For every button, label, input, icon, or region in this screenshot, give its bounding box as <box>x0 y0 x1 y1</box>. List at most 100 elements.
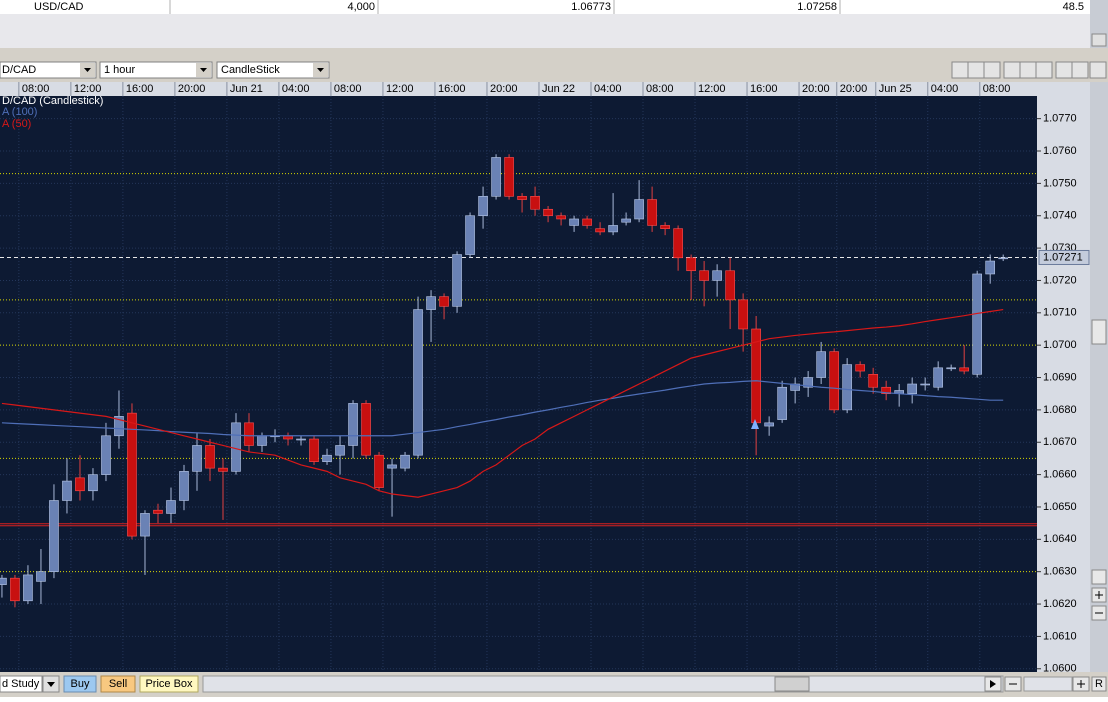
style-select[interactable] <box>216 61 330 79</box>
candle-body <box>491 157 501 197</box>
x-tick-label: 04:00 <box>594 83 622 95</box>
x-tick-label: 04:00 <box>931 83 959 95</box>
candle-body <box>647 199 657 226</box>
y-tick-label: 1.0610 <box>1043 630 1077 642</box>
tool-button[interactable] <box>1055 61 1073 79</box>
y-tick-label: 1.0670 <box>1043 436 1077 448</box>
candle-body <box>816 351 826 378</box>
candle-body <box>907 383 917 395</box>
dropdown-arrow <box>317 68 324 72</box>
candle-body <box>374 454 384 488</box>
right-scrollbar[interactable] <box>1090 82 1108 672</box>
ticker-symbol: USD/CAD <box>34 1 84 13</box>
x-tick-label: 08:00 <box>646 83 674 95</box>
tool-button[interactable] <box>967 61 985 79</box>
candle-body <box>868 373 878 388</box>
candle-body <box>361 403 371 456</box>
legend-entry: D/CAD (Candlestick) <box>2 95 103 107</box>
x-tick-label: 08:00 <box>22 83 50 95</box>
tool-buttons <box>951 61 1107 79</box>
study-button[interactable] <box>0 675 43 693</box>
candle-body <box>179 471 189 501</box>
candle-body <box>634 199 644 220</box>
symbol-select[interactable] <box>0 61 97 79</box>
ticker-amount: 4,000 <box>347 1 375 13</box>
price-box-button[interactable] <box>139 675 199 693</box>
candle-body <box>231 422 241 472</box>
h-scrollbar[interactable] <box>202 675 1004 693</box>
x-tick-label: 12:00 <box>386 83 414 95</box>
ticker-ask: 1.07258 <box>797 1 837 13</box>
x-tick-label: 16:00 <box>750 83 778 95</box>
candle-body <box>348 403 358 446</box>
candle-body <box>543 208 553 217</box>
candle-body <box>699 270 709 281</box>
candle-body <box>23 574 33 602</box>
candle-body <box>946 367 956 370</box>
scroll-button[interactable] <box>1091 33 1107 47</box>
candle-body <box>244 422 254 446</box>
scroll-thumb[interactable] <box>1091 319 1107 345</box>
tool-button[interactable] <box>1035 61 1053 79</box>
candle-body <box>101 435 111 475</box>
candle-body <box>75 477 85 492</box>
reset-label: R <box>1095 678 1103 690</box>
candle-body <box>10 577 20 602</box>
x-tick-label: 20:00 <box>802 83 830 95</box>
tool-button[interactable] <box>951 61 969 79</box>
interval-select[interactable] <box>99 61 213 79</box>
candle-body <box>712 270 722 281</box>
candle-body <box>582 218 592 226</box>
ticker-panel <box>0 14 1090 48</box>
candle-body <box>920 383 930 386</box>
candle-body <box>322 454 332 462</box>
tool-button[interactable] <box>983 61 1001 79</box>
tool-button[interactable] <box>1071 61 1089 79</box>
x-tick-label: 08:00 <box>983 83 1011 95</box>
scroll-down[interactable] <box>1091 569 1107 585</box>
x-tick-label: 12:00 <box>74 83 102 95</box>
candle-body <box>296 438 306 441</box>
style-value: CandleStick <box>221 64 280 76</box>
tool-button[interactable] <box>1019 61 1037 79</box>
ticker-row[interactable] <box>0 0 1090 14</box>
ticker-spread: 48.5 <box>1063 1 1084 13</box>
symbol-value: D/CAD <box>2 64 36 76</box>
candle-body <box>855 364 865 372</box>
candle-body <box>88 474 98 492</box>
tool-button[interactable] <box>1089 61 1107 79</box>
tool-button[interactable] <box>1003 61 1021 79</box>
x-tick-label: 12:00 <box>698 83 726 95</box>
candle-body <box>608 225 618 233</box>
zoom-track[interactable] <box>1023 676 1073 692</box>
x-tick-label: 20:00 <box>490 83 518 95</box>
candle-body <box>426 296 436 310</box>
plot-area <box>0 96 1037 672</box>
candle-body <box>998 257 1008 260</box>
candle-body <box>36 571 46 582</box>
candle-body <box>777 386 787 420</box>
plus-icon <box>1095 591 1103 599</box>
buy-button[interactable] <box>63 675 97 693</box>
candle-body <box>803 377 813 388</box>
candle-body <box>439 296 449 307</box>
candle-body <box>569 218 579 226</box>
signal-marker <box>751 419 759 429</box>
price-axis <box>1037 82 1090 672</box>
candle-body <box>790 383 800 391</box>
sell-button[interactable] <box>100 675 136 693</box>
reset-button[interactable] <box>1091 676 1107 692</box>
candle-body <box>738 299 748 330</box>
candle-body <box>725 270 735 301</box>
y-tick-label: 1.0640 <box>1043 533 1077 545</box>
candle-body <box>881 386 891 395</box>
candle-body <box>985 260 995 275</box>
candle-body <box>504 157 514 197</box>
h-scroll-thumb[interactable] <box>774 676 810 692</box>
plus-icon <box>1077 680 1085 688</box>
x-tick-label: Jun 22 <box>542 83 575 95</box>
candle-body <box>166 500 176 514</box>
candle-body <box>972 273 982 375</box>
candle-body <box>309 438 319 462</box>
